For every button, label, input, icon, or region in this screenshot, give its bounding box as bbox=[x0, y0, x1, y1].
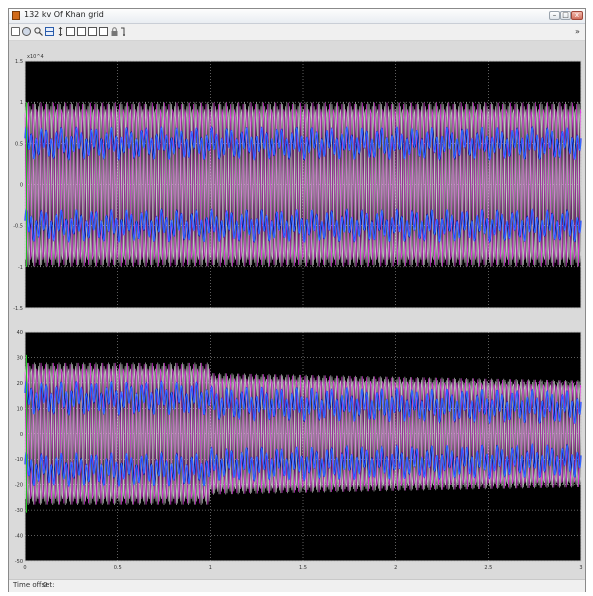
y-tick-label: 1 bbox=[20, 100, 23, 106]
harmonic-band-overlay-0 bbox=[24, 381, 582, 424]
y-tick-label: -30 bbox=[15, 508, 23, 514]
y-tick-label: 1.5 bbox=[15, 59, 23, 65]
lock-glyph bbox=[111, 27, 118, 36]
y-tick-label: -0.5 bbox=[13, 224, 23, 230]
y-tick-label: -10 bbox=[15, 457, 23, 463]
restore-axes-icon[interactable] bbox=[88, 27, 97, 36]
signal-glyph bbox=[121, 27, 125, 36]
phase-trace-2 bbox=[24, 102, 582, 267]
y-tick-label: -1 bbox=[18, 265, 23, 271]
zoom-glyph bbox=[34, 27, 43, 36]
y-tick-label: -20 bbox=[15, 483, 23, 489]
y-tick-label: -1.5 bbox=[13, 306, 23, 312]
print-icon[interactable] bbox=[11, 27, 20, 36]
floating-scope-icon[interactable] bbox=[99, 27, 108, 36]
close-button[interactable]: x bbox=[571, 11, 583, 20]
maximize-button[interactable]: □ bbox=[560, 11, 571, 20]
y-tick-label: 0 bbox=[20, 432, 23, 438]
phase-trace-0 bbox=[24, 362, 582, 506]
autoscale-icon[interactable] bbox=[66, 27, 75, 36]
x-tick-label: 1 bbox=[209, 565, 212, 571]
zoom-y-icon[interactable] bbox=[56, 27, 65, 36]
zoom-x-icon[interactable] bbox=[45, 27, 54, 36]
phase-trace-1 bbox=[24, 362, 582, 505]
y-tick-label: 40 bbox=[17, 330, 23, 336]
title-bar[interactable]: 132 kv Of Khan grid – □ x bbox=[9, 9, 585, 24]
x-tick-label: 2.5 bbox=[484, 565, 492, 571]
harmonic-band-overlay-1 bbox=[24, 209, 582, 243]
y-tick-label: 10 bbox=[17, 406, 23, 412]
harmonic-band-overlay-1 bbox=[24, 444, 582, 487]
phase-trace-0 bbox=[24, 102, 582, 267]
scope-toolbar: » bbox=[9, 24, 585, 41]
time-offset-value: 0 bbox=[43, 581, 48, 589]
zoom-x-glyph bbox=[46, 31, 53, 32]
y-exponent-label: x10^4 bbox=[27, 54, 44, 60]
scope-plot-area: 1.5 1 0.5 0 -0.5 -1 -1.5 x10^4 40 30 20 10 0 -10 -20-… bbox=[9, 41, 585, 579]
lock-axes-icon[interactable] bbox=[110, 27, 119, 36]
save-axes-icon[interactable] bbox=[77, 27, 86, 36]
y-tick-label: -50 bbox=[15, 559, 23, 565]
phase-trace-2 bbox=[24, 362, 582, 505]
minimize-button[interactable]: – bbox=[549, 11, 560, 20]
x-tick-label: 0 bbox=[23, 565, 26, 571]
status-bar: Time offset: 0 bbox=[9, 579, 585, 592]
time-offset-label: Time offset: bbox=[13, 581, 55, 589]
toolbar-overflow-icon[interactable]: » bbox=[575, 27, 580, 36]
y-tick-label: 0.5 bbox=[15, 141, 23, 147]
y-tick-label: 0 bbox=[20, 183, 23, 189]
zoom-y-glyph bbox=[58, 27, 63, 36]
upper-axes[interactable]: 1.5 1 0.5 0 -0.5 -1 -1.5 x10^4 bbox=[13, 54, 582, 312]
x-tick-label: 2 bbox=[394, 565, 397, 571]
x-tick-label: 3 bbox=[579, 565, 582, 571]
phase-trace-1 bbox=[24, 102, 582, 267]
x-tick-label: 0.5 bbox=[114, 565, 122, 571]
harmonic-band-overlay-0 bbox=[24, 126, 582, 160]
y-tick-label: 30 bbox=[17, 355, 23, 361]
window-title: 132 kv Of Khan grid bbox=[24, 10, 104, 19]
scope-icon bbox=[12, 11, 20, 20]
parameters-icon[interactable] bbox=[22, 27, 31, 36]
scope-window: 132 kv Of Khan grid – □ x » 1.5 1 0.5 0 -0.5… bbox=[8, 8, 586, 592]
signal-selector-icon[interactable] bbox=[119, 27, 128, 36]
y-tick-label: -40 bbox=[15, 534, 23, 540]
zoom-icon[interactable] bbox=[34, 27, 43, 36]
x-tick-label: 1.5 bbox=[299, 565, 307, 571]
y-tick-label: 20 bbox=[17, 381, 23, 387]
